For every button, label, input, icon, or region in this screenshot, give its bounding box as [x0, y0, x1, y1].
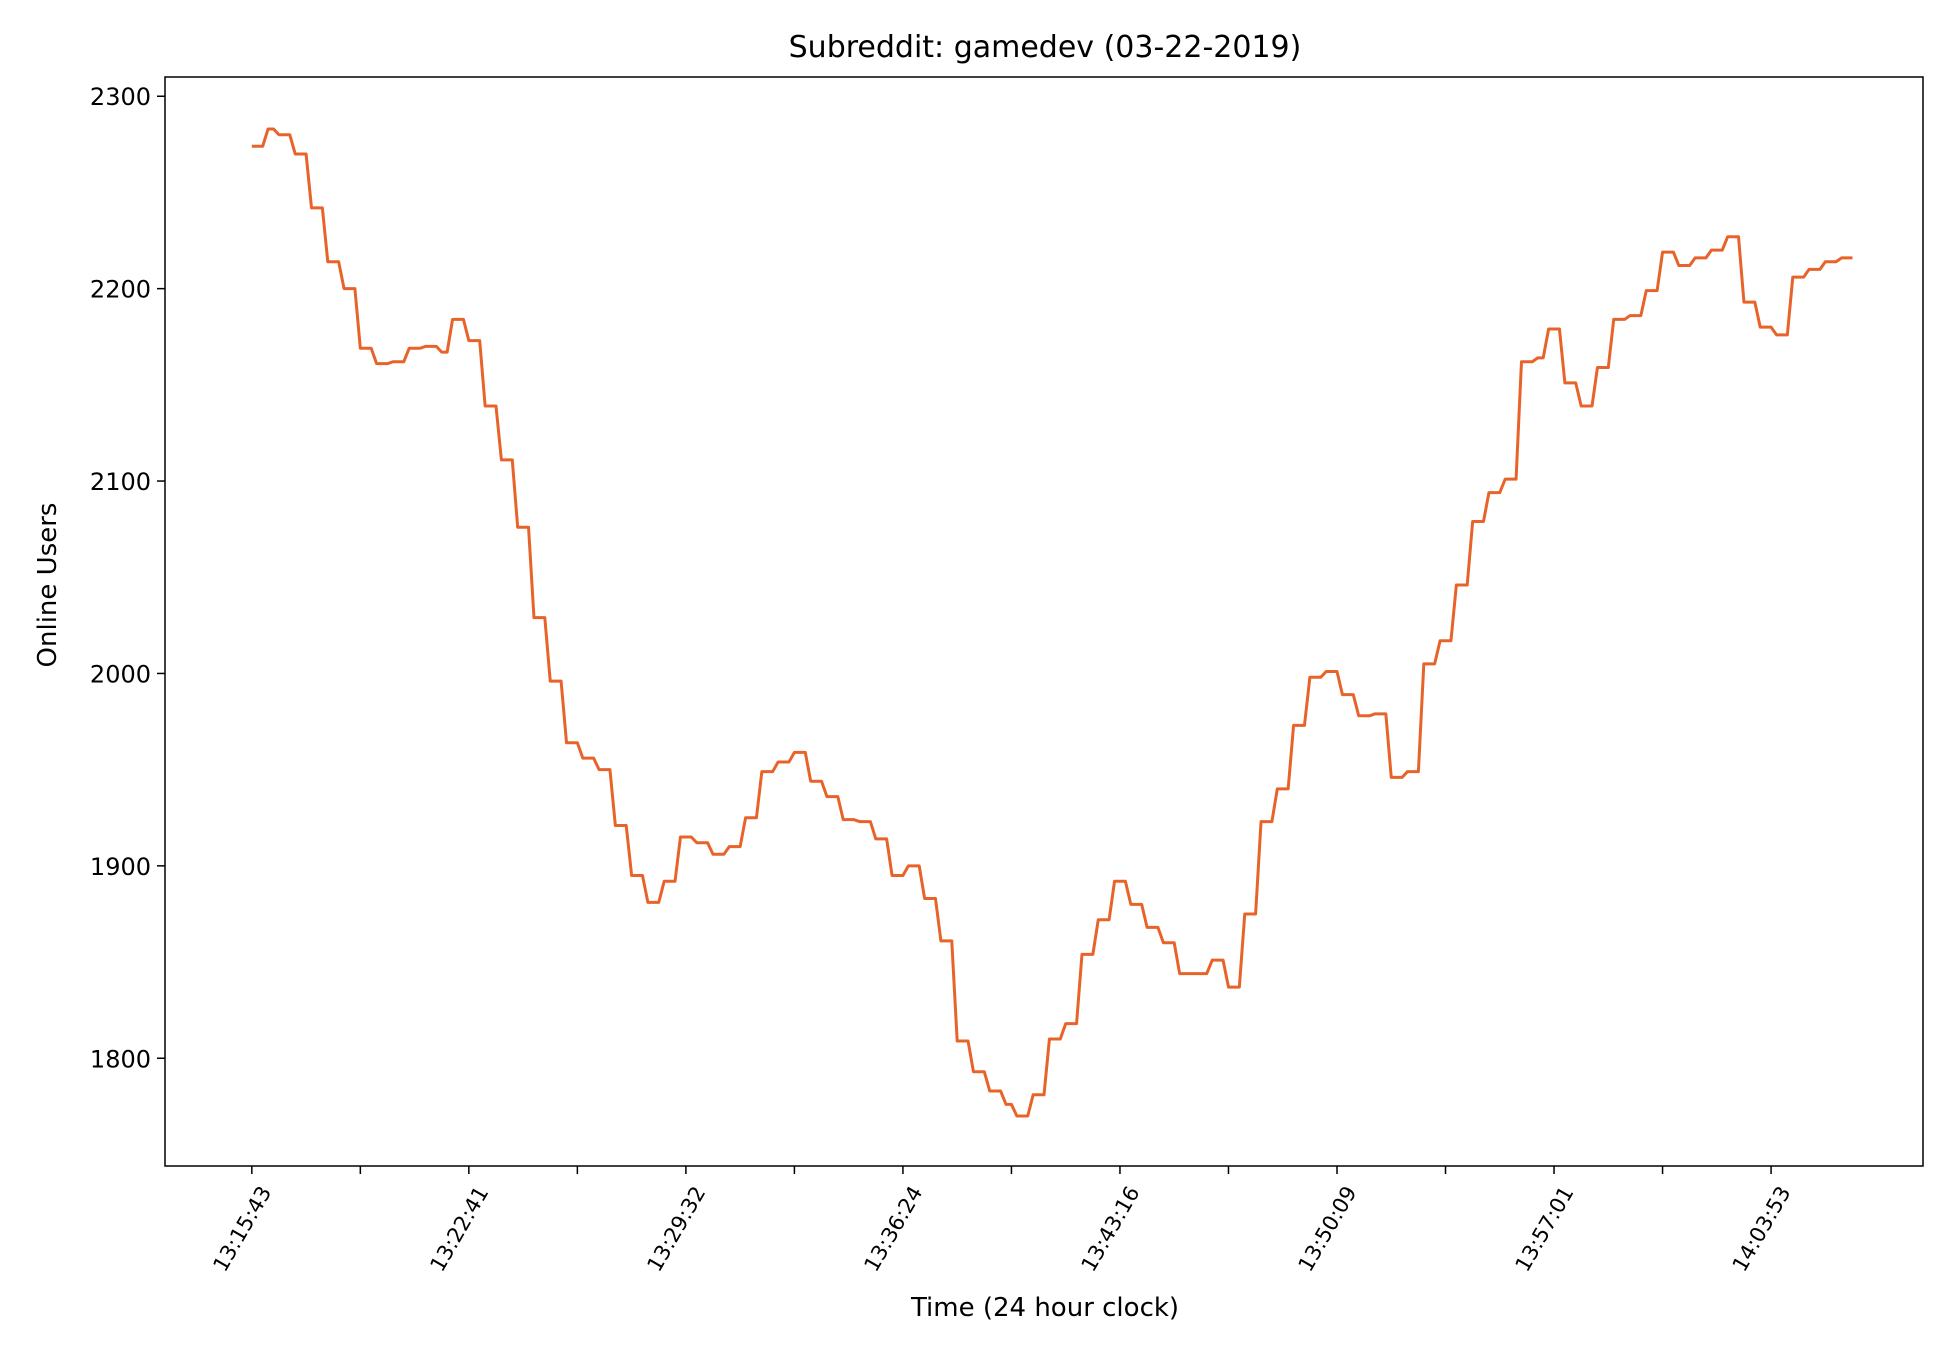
y-tick-label: 2000 [90, 660, 151, 688]
y-tick-label: 2300 [90, 83, 151, 111]
y-tick-label: 2200 [90, 276, 151, 304]
series-line [251, 127, 1853, 1118]
series-group [251, 127, 1853, 1118]
y-tick-label: 1900 [90, 853, 151, 881]
plot-frame [164, 76, 1924, 1167]
y-tick-label: 2100 [90, 468, 151, 496]
y-axis-label: Online Users [33, 503, 63, 668]
chart-title: Subreddit: gamedev (03-22-2019) [789, 30, 1302, 65]
y-tick-label: 1800 [90, 1045, 151, 1073]
x-axis-label: Time (24 hour clock) [910, 1293, 1179, 1323]
